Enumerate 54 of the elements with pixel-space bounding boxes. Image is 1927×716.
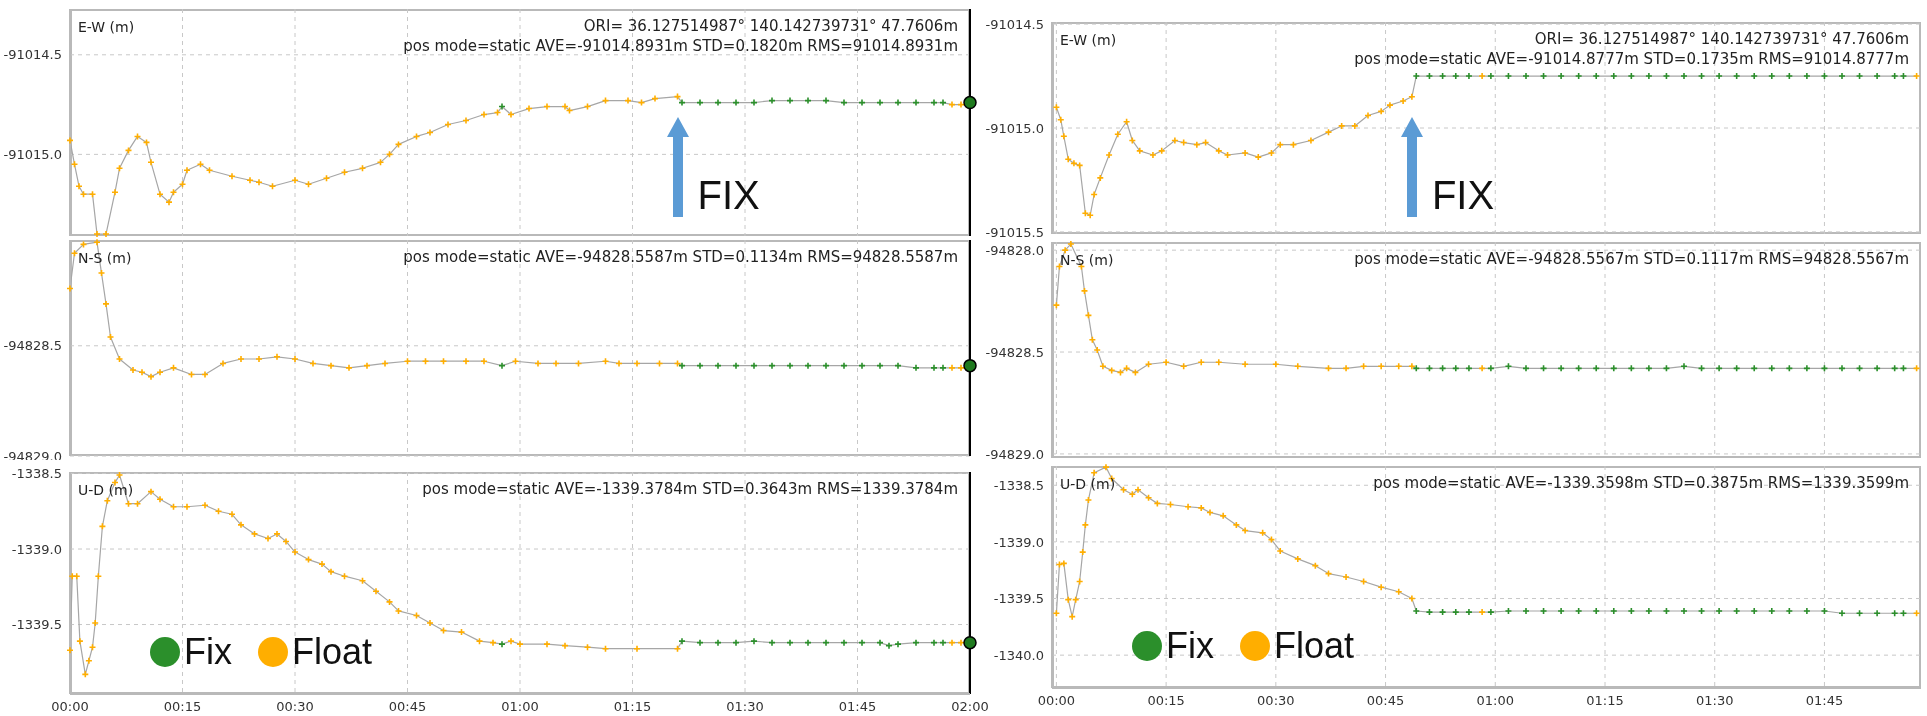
y-axis-title: N-S (m) [1060,252,1114,268]
annotation: pos mode=static AVE=-1339.3784m STD=0.3643m RMS=1339.3784m [422,480,958,498]
y-axis-title: U-D (m) [1060,476,1116,492]
y-tick-label: -94829.0 [985,446,1044,462]
x-tick-label: 01:15 [613,699,652,715]
x-tick-label: 00:30 [276,699,314,715]
x-tick-label: 00:00 [1037,693,1076,709]
y-tick-label: -1339.5 [11,617,62,633]
annotation: pos mode=static AVE=-91014.8777m STD=0.1735m RMS=91014.8777m [1354,50,1909,68]
y-axis-title: N-S (m) [78,250,132,266]
annotation: pos mode=static AVE=-1339.3598m STD=0.3875m RMS=1339.3599m [1373,474,1909,492]
y-tick-label: -1340.0 [993,647,1044,663]
legend-label: Fix [184,631,232,672]
annotation: pos mode=static AVE=-94828.5587m STD=0.1134m RMS=94828.5587m [403,248,958,266]
annotation: pos mode=static AVE=-94828.5567m STD=0.1117m RMS=94828.5567m [1354,250,1909,268]
annotation: FIX [1431,172,1495,217]
y-tick-label: -91015.5 [985,224,1044,240]
y-tick-label: -1339.0 [993,534,1044,550]
y-axis-title: U-D (m) [78,482,134,498]
y-tick-label: -91014.5 [3,47,62,63]
y-tick-label: -1338.5 [993,477,1044,493]
y-tick-label: -94828.0 [985,242,1044,258]
x-tick-label: 00:15 [163,699,202,715]
x-tick-label: 01:30 [726,699,764,715]
annotation: ORI= 36.127514987° 140.142739731° 47.7606m [1534,30,1909,48]
x-tick-label: 01:15 [1586,693,1624,709]
y-tick-label: -94828.5 [985,344,1044,360]
annotation: ORI= 36.127514987° 140.142739731° 47.7606m [583,17,958,35]
annotation: FIX [697,172,760,217]
annotation: pos mode=static AVE=-91014.8931m STD=0.1820m RMS=91014.8931m [403,37,958,55]
y-axis-title: E-W (m) [78,19,135,35]
legend-label: Fix [1166,625,1214,666]
y-tick-label: -1339.0 [11,541,62,557]
y-axis-title: E-W (m) [1060,32,1117,48]
y-tick-label: -94829.0 [3,448,62,464]
x-tick-label: 00:00 [51,699,89,715]
x-tick-label: 01:00 [1476,693,1515,709]
legend-label: Float [292,631,373,672]
x-tick-label: 01:45 [838,699,877,715]
y-tick-label: -91014.5 [985,16,1044,32]
x-tick-label: 00:15 [1147,693,1185,709]
x-tick-label: 00:45 [1366,693,1405,709]
x-tick-label: 01:30 [1695,693,1734,709]
y-tick-label: -91015.0 [985,120,1044,136]
x-tick-label: 02:00 [951,699,989,715]
y-tick-label: -1338.5 [11,466,62,482]
y-tick-label: -91015.0 [3,146,62,162]
x-tick-label: 01:45 [1805,693,1844,709]
x-tick-label: 00:45 [388,699,427,715]
legend-label: Float [1274,625,1355,666]
x-tick-label: 01:00 [501,699,539,715]
y-tick-label: -1339.5 [993,591,1044,607]
y-tick-label: -94828.5 [3,338,62,354]
x-tick-label: 00:30 [1257,693,1295,709]
